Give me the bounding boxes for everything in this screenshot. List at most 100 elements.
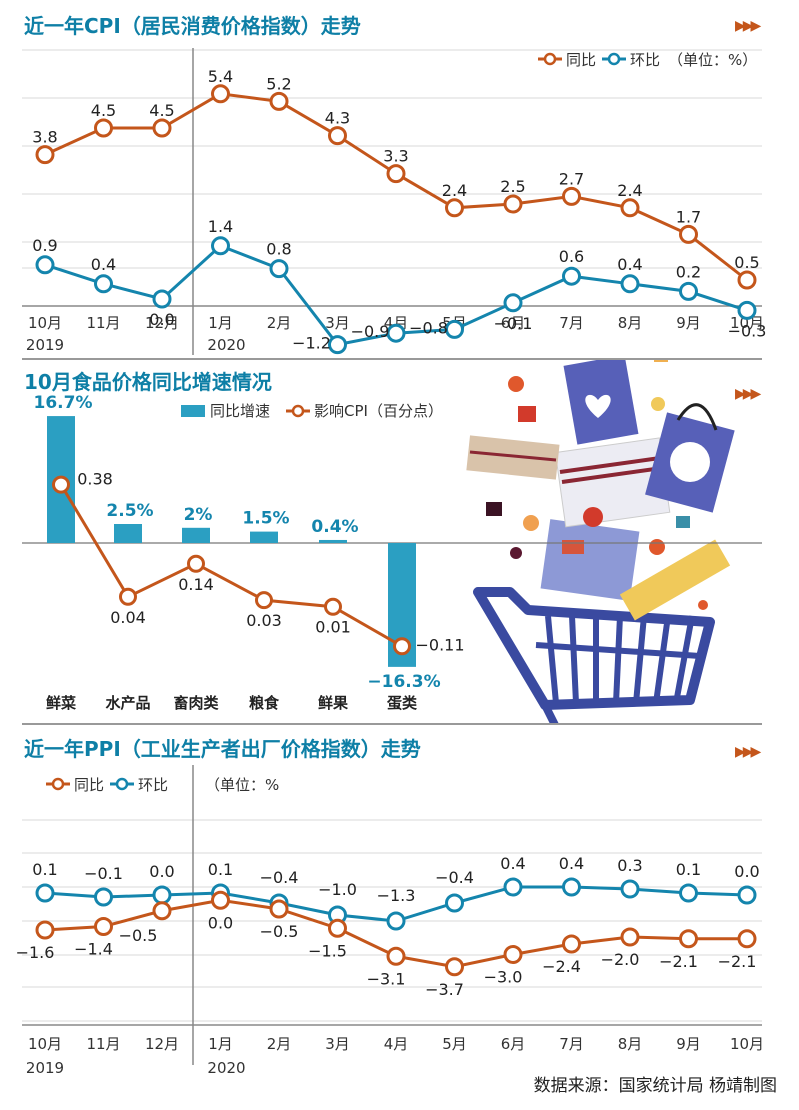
data-label-环比: −0.3: [728, 321, 767, 340]
data-point-环比: [94, 887, 113, 907]
x-tick-label: 6月: [501, 314, 526, 332]
section-divider: [22, 723, 762, 725]
data-point-同比: [620, 198, 640, 218]
cart-bar-icon: [673, 615, 695, 704]
bar-value-label: 2.5%: [106, 501, 153, 521]
legend-unit-note: （单位：%: [205, 776, 279, 794]
legend-marker: [115, 777, 129, 791]
data-point-同比: [737, 929, 757, 949]
data-point-同比: [211, 890, 230, 910]
category-label: 蛋类: [387, 694, 418, 712]
data-point-环比: [386, 323, 406, 343]
cpi-chart-title: 近一年CPI（居民消费价格指数）走势: [24, 14, 361, 38]
x-tick-label: 12月: [145, 1035, 179, 1053]
data-label-环比: 0.4: [500, 854, 525, 873]
data-point-同比: [445, 198, 464, 218]
orange-fruit-icon: [508, 376, 524, 392]
data-label-环比: 0.8: [266, 240, 291, 259]
bag-handle-icon: [676, 403, 718, 431]
legend-unit-note: （单位：%）: [668, 51, 757, 69]
legend-marker: [291, 404, 305, 418]
data-point-同比: [328, 918, 347, 938]
chevron-right-icon: ▶▶▶: [735, 18, 761, 34]
impact-label: 0.14: [178, 575, 214, 594]
data-label-同比: 4.5: [91, 101, 116, 120]
bar-value-label: 2%: [184, 505, 213, 525]
data-label-环比: 0.1: [208, 860, 233, 879]
data-point-同比: [386, 164, 406, 184]
legend-swatch: [181, 405, 205, 417]
data-label-环比: 0.6: [559, 247, 584, 266]
data-point-同比: [737, 270, 757, 290]
data-label-同比: 0.0: [208, 913, 233, 932]
data-point-环比: [562, 266, 581, 286]
bar-value-label: −16.3%: [367, 672, 440, 692]
tomato-icon: [583, 507, 603, 527]
data-label-同比: −1.4: [74, 940, 113, 959]
legend-label: 同比: [566, 51, 596, 69]
x-tick-label: 10月: [730, 314, 764, 332]
x-tick-label: 8月: [618, 314, 643, 332]
data-point-同比: [152, 901, 172, 921]
data-point-同比: [269, 899, 289, 919]
category-label: 粮食: [249, 694, 280, 712]
data-label-环比: 0.4: [91, 255, 116, 274]
impact-point: [187, 554, 205, 573]
x-tick-label: 11月: [86, 314, 120, 332]
data-label-同比: −1.5: [308, 941, 347, 960]
category-label: 鲜果: [318, 694, 349, 712]
cart-bar-icon: [545, 615, 559, 704]
data-point-环比: [445, 893, 464, 913]
data-point-同比: [679, 929, 698, 949]
candy-icon: [654, 360, 668, 362]
data-label-环比: 0.9: [32, 236, 57, 255]
legend-marker: [543, 52, 557, 66]
x-tick-label: 2月: [267, 1035, 292, 1053]
x-tick-label: 10月: [28, 1035, 62, 1053]
x-tick-label: 2月: [267, 314, 292, 332]
impact-label: 0.38: [77, 470, 113, 489]
data-point-环比: [503, 877, 523, 897]
data-point-同比: [269, 91, 289, 111]
orange-fruit-icon: [698, 600, 708, 610]
data-label-环比: −0.9: [351, 322, 390, 341]
data-label-同比: 2.7: [559, 169, 584, 188]
data-label-同比: −0.5: [260, 922, 299, 941]
data-label-环比: 0.1: [32, 860, 57, 879]
data-point-环比: [679, 883, 698, 903]
food-chart-title: 10月食品价格同比增速情况: [24, 370, 272, 394]
data-point-同比: [562, 186, 581, 206]
data-label-环比: 0.0: [149, 862, 174, 881]
data-label-同比: 5.4: [208, 67, 233, 86]
chevron-right-icon: ▶▶▶: [735, 386, 761, 402]
bar-水产品: [114, 524, 142, 543]
data-label-同比: −3.7: [425, 980, 464, 999]
data-point-同比: [679, 224, 698, 244]
x-tick-label: 11月: [86, 1035, 120, 1053]
data-label-同比: −3.0: [484, 968, 523, 987]
heart-icon: [585, 394, 611, 418]
x-tick-label: 5月: [442, 1035, 467, 1053]
data-point-环比: [679, 281, 698, 301]
box-icon: [540, 519, 640, 601]
data-label-同比: −2.4: [542, 957, 581, 976]
bar-value-label: 1.5%: [242, 509, 289, 529]
data-point-同比: [35, 920, 55, 940]
data-label-环比: −1.2: [292, 334, 331, 353]
data-point-环比: [445, 319, 464, 339]
lemon-icon: [651, 397, 665, 411]
data-point-同比: [503, 945, 523, 964]
section-divider: [22, 358, 762, 360]
data-label-同比: −2.1: [718, 952, 757, 971]
year-label: 2019: [26, 336, 64, 354]
category-label: 畜肉类: [173, 694, 219, 712]
candy-icon: [676, 516, 690, 528]
cart-bar-icon: [633, 615, 647, 704]
shopping-cart-illustration: [466, 360, 735, 725]
x-tick-label: 9月: [676, 314, 701, 332]
x-tick-label: 7月: [559, 1035, 584, 1053]
impact-point: [119, 587, 137, 606]
data-point-环比: [35, 255, 55, 275]
data-label-环比: 0.4: [559, 854, 584, 873]
bar-鲜果: [319, 539, 347, 543]
